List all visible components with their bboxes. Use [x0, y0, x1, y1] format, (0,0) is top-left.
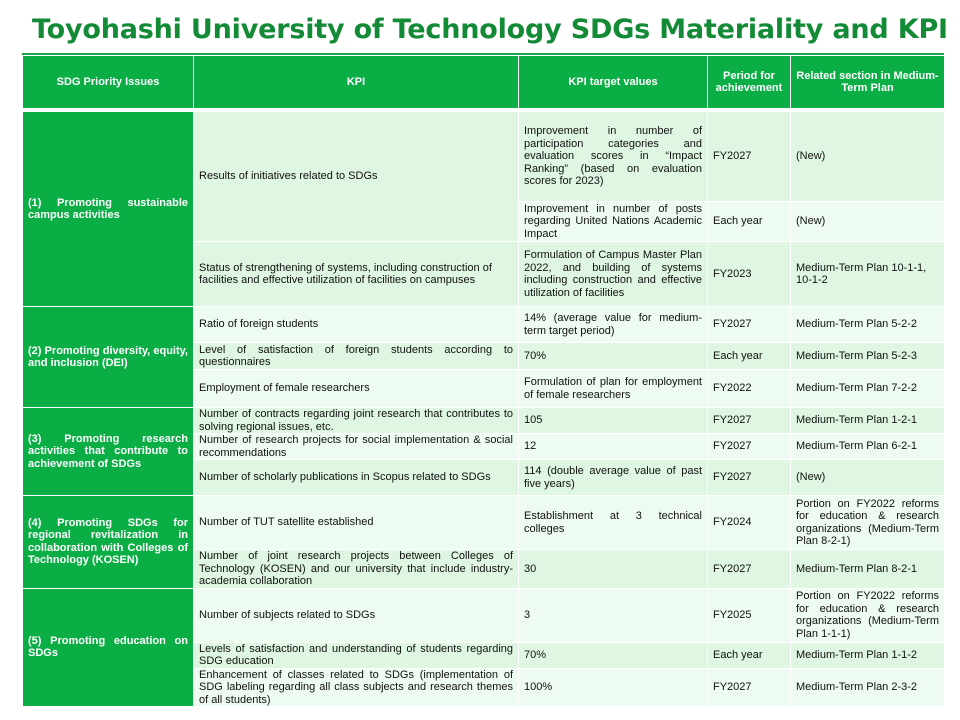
- page-title: Toyohashi University of Technology SDGs …: [32, 14, 948, 45]
- period-cell: FY2027: [707, 667, 791, 707]
- section-cell: Medium-Term Plan 1-2-1: [790, 407, 945, 434]
- period-cell: FY2022: [707, 369, 791, 408]
- section-cell: Medium-Term Plan 7-2-2: [790, 369, 945, 408]
- table-row: (4) Promoting SDGs for regional revitali…: [22, 495, 945, 589]
- table-row: (1) Promoting sustainable campus activit…: [22, 111, 945, 307]
- kpi-cell: Number of contracts regarding joint rese…: [193, 407, 519, 434]
- target-cell: 100%: [518, 667, 708, 707]
- period-cell: FY2027: [707, 433, 791, 460]
- section-cell: Medium-Term Plan 6-2-1: [790, 433, 945, 460]
- kpi-cell: Levels of satisfaction and understanding…: [193, 641, 519, 669]
- period-cell: Each year: [707, 201, 791, 242]
- header-target: KPI target values: [518, 55, 708, 109]
- issue-cell-2: (2) Promoting diversity, equity, and inc…: [22, 306, 194, 408]
- table-row: Improvement in number of posts regarding…: [23, 201, 945, 242]
- section-cell: Medium-Term Plan 10-1-1, 10-1-2: [790, 241, 945, 307]
- issue-cell-3: (3) Promoting research activities that c…: [22, 407, 194, 496]
- header-period: Period for achievement: [707, 55, 791, 109]
- period-cell: FY2027: [707, 306, 791, 343]
- kpi-table: SDG Priority Issues KPI KPI target value…: [22, 55, 945, 707]
- section-cell: (New): [790, 201, 945, 242]
- table-row: Levels of satisfaction and understanding…: [23, 641, 945, 669]
- period-cell: Each year: [707, 641, 791, 669]
- target-cell: Formulation of Campus Master Plan 2022, …: [518, 241, 708, 307]
- target-cell: Formulation of plan for employment of fe…: [518, 369, 708, 408]
- target-cell: Establishment at 3 technical colleges: [518, 495, 708, 550]
- table-row: Number of scholarly publications in Scop…: [23, 459, 945, 496]
- kpi-cell: Employment of female researchers: [193, 369, 519, 408]
- table-row: (3) Promoting research activities that c…: [22, 407, 945, 496]
- kpi-cell: Enhancement of classes related to SDGs (…: [193, 667, 519, 707]
- period-cell: FY2027: [707, 407, 791, 434]
- table-row: Enhancement of classes related to SDGs (…: [23, 667, 945, 707]
- target-cell: 114 (double average value of past five y…: [518, 459, 708, 496]
- target-cell: Improvement in number of participation c…: [518, 111, 708, 202]
- header-section: Related section in Medium-Term Plan: [790, 55, 945, 109]
- target-cell: 70%: [518, 342, 708, 370]
- period-cell: FY2027: [707, 459, 791, 496]
- section-cell: Medium-Term Plan 8-2-1: [790, 549, 945, 589]
- issue-cell-5: (5) Promoting education on SDGs: [22, 587, 194, 707]
- section-cell: Medium-Term Plan 2-3-2: [790, 667, 945, 707]
- table-row: Number of research projects for social i…: [23, 433, 945, 460]
- period-cell: Each year: [707, 342, 791, 370]
- issue-cell-4: (4) Promoting SDGs for regional revitali…: [22, 495, 194, 589]
- table-row: (2) Promoting diversity, equity, and inc…: [22, 306, 945, 408]
- section-cell: Medium-Term Plan 5-2-3: [790, 342, 945, 370]
- target-cell: 12: [518, 433, 708, 460]
- kpi-cell: Number of research projects for social i…: [193, 433, 519, 460]
- period-cell: FY2025: [707, 587, 791, 643]
- kpi-cell: Status of strengthening of systems, incl…: [193, 241, 519, 307]
- period-cell: FY2027: [707, 111, 791, 202]
- target-cell: 70%: [518, 641, 708, 669]
- kpi-cell: Number of TUT satellite established: [193, 495, 519, 550]
- target-cell: 105: [518, 407, 708, 434]
- section-cell: (New): [790, 459, 945, 496]
- target-cell: 30: [518, 549, 708, 589]
- section-cell: (New): [790, 111, 945, 202]
- period-cell: FY2024: [707, 495, 791, 550]
- section-cell: Medium-Term Plan 5-2-2: [790, 306, 945, 343]
- target-cell: 14% (average value for medium-term targe…: [518, 306, 708, 343]
- section-cell: Portion on FY2022 reforms for education …: [790, 587, 945, 643]
- section-cell: Portion on FY2022 reforms for education …: [790, 495, 945, 550]
- kpi-cell: Number of joint research projects betwee…: [193, 549, 519, 589]
- period-cell: FY2027: [707, 549, 791, 589]
- header-issues: SDG Priority Issues: [22, 55, 194, 109]
- kpi-cell: Ratio of foreign students: [193, 306, 519, 343]
- table-row: Number of joint research projects betwee…: [23, 549, 945, 589]
- kpi-cell: Results of initiatives related to SDGs: [193, 111, 519, 242]
- header-kpi: KPI: [193, 55, 519, 109]
- kpi-cell: Level of satisfaction of foreign student…: [193, 342, 519, 370]
- issue-cell-1: (1) Promoting sustainable campus activit…: [22, 111, 194, 307]
- table-row: Level of satisfaction of foreign student…: [23, 342, 945, 370]
- header-row: SDG Priority Issues KPI KPI target value…: [22, 55, 945, 109]
- table-row: Status of strengthening of systems, incl…: [23, 241, 945, 307]
- kpi-cell: Number of scholarly publications in Scop…: [193, 459, 519, 496]
- period-cell: FY2023: [707, 241, 791, 307]
- table-row: (5) Promoting education on SDGs Number o…: [22, 587, 945, 707]
- table-row: Employment of female researchers Formula…: [23, 369, 945, 408]
- target-cell: Improvement in number of posts regarding…: [518, 201, 708, 242]
- target-cell: 3: [518, 587, 708, 643]
- section-cell: Medium-Term Plan 1-1-2: [790, 641, 945, 669]
- kpi-cell: Number of subjects related to SDGs: [193, 587, 519, 643]
- title-underline: [22, 53, 944, 55]
